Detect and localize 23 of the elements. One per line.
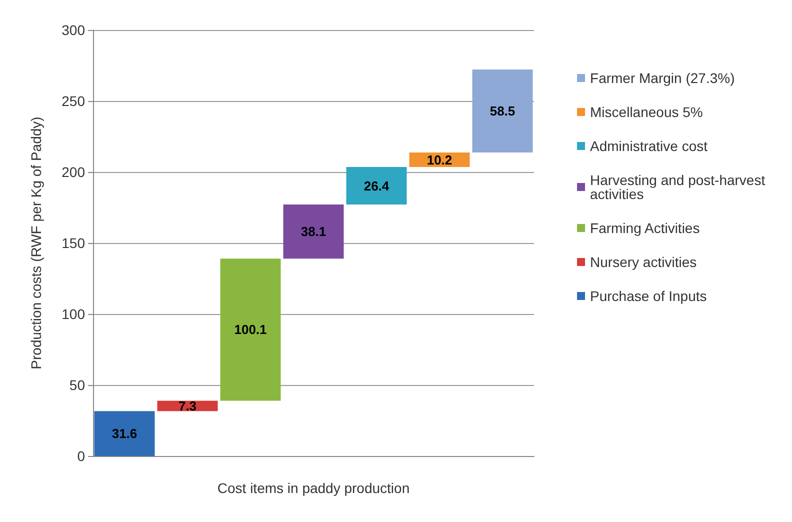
y-axis-title: Production costs (RWF per Kg of Paddy) [28, 116, 44, 370]
data-label: 26.4 [364, 178, 390, 194]
data-label: 58.5 [490, 104, 516, 119]
data-label: 7.3 [178, 398, 197, 414]
legend-label: Harvesting and post-harvest activities [590, 172, 770, 202]
y-tick-label: 150 [62, 235, 86, 251]
legend-label: Purchase of Inputs [590, 288, 707, 304]
y-tick-label: 200 [62, 164, 86, 180]
data-label: 100.1 [234, 322, 267, 338]
y-tick-label: 250 [62, 93, 86, 109]
y-tick-label: 100 [62, 306, 86, 322]
y-tick-label: 300 [62, 22, 86, 38]
data-label: 38.1 [300, 224, 326, 240]
legend-label: Farmer Margin (27.3%) [590, 70, 735, 86]
legend-label: Nursery activities [590, 254, 697, 270]
legend-label: Farming Activities [590, 220, 700, 236]
data-label: 10.2 [426, 152, 452, 168]
legend-label: Miscellaneous 5% [590, 104, 703, 120]
y-tick-label: 50 [69, 377, 86, 393]
x-axis-title: Cost items in paddy production [217, 480, 410, 496]
y-tick-label: 0 [77, 448, 86, 464]
data-label: 31.6 [112, 426, 138, 442]
legend-label: Administrative cost [590, 138, 708, 154]
